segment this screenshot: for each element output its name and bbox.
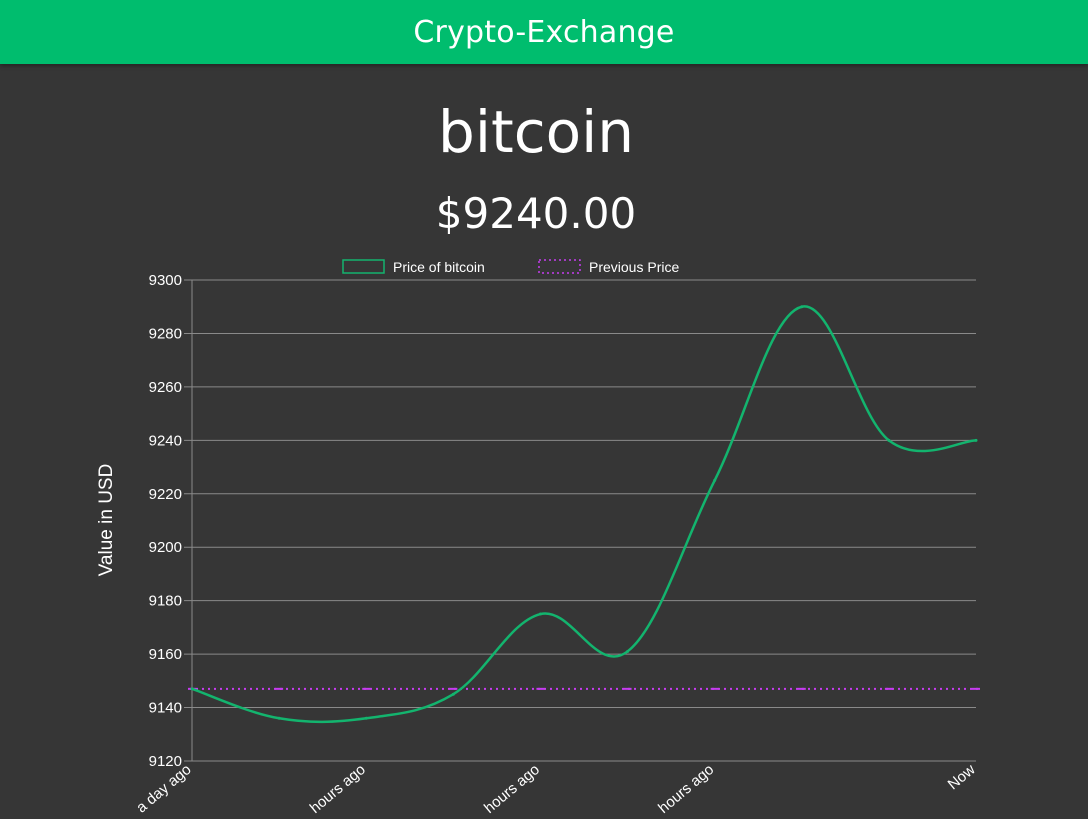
y-tick-label: 9180 [149,593,182,610]
y-tick-label: 9140 [149,700,182,717]
series-point-price [277,716,281,720]
legend-swatch-previous[interactable] [538,259,581,274]
y-tick-label: 9160 [149,646,182,663]
legend-label-previous[interactable]: Previous Price [589,259,679,275]
y-axis-title: Value in USD [96,464,117,577]
series-point-price [887,438,891,442]
x-tick-label: hours ago [655,761,717,817]
series-point-price [190,687,194,691]
app-title[interactable]: Crypto-Exchange [413,14,675,50]
series-point-price [626,649,630,653]
y-tick-label: 9300 [149,272,182,289]
series-line-price [191,305,977,724]
y-tick-label: 9200 [149,539,182,556]
series-point-price [974,438,978,442]
series-point-price [538,612,542,616]
price-chart: 9120 9140 9160 9180 9200 9220 9240 9260 9280 9300… [96,259,980,817]
coin-price: $9240.00 [435,189,637,238]
x-tick-label: Now [945,761,979,793]
legend-label-price[interactable]: Price of bitcoin [393,259,485,275]
series-point-price [800,305,804,309]
x-tick-label: hours ago [481,761,543,817]
y-tick-label: 9260 [149,379,182,396]
series-point-price [713,478,717,482]
y-tick-label: 9240 [149,432,182,449]
y-tick-label: 9220 [149,486,182,503]
y-tick-label: 9120 [149,753,182,770]
y-tick-label: 9280 [149,325,182,342]
legend-swatch-price[interactable] [342,259,385,274]
series-point-price [364,716,368,720]
series-point-price [451,692,455,696]
app-header: Crypto-Exchange [0,0,1088,64]
coin-name: bitcoin [438,98,634,166]
x-tick-label: hours ago [307,761,369,817]
